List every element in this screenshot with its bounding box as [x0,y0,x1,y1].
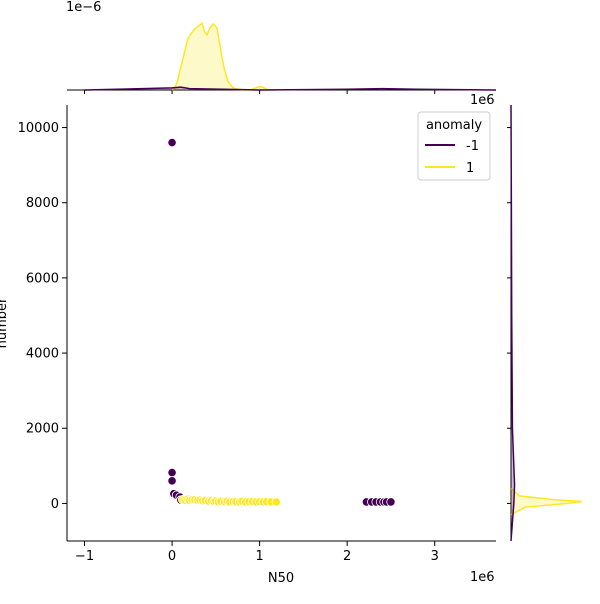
scatter-point [167,467,177,478]
x-tick-label: 3 [431,549,439,564]
right-kde-line [510,104,516,542]
right-kde-line [510,487,583,516]
x-tick-label: 2 [343,549,351,564]
y-axis-label: number [0,297,10,348]
legend-label-1: 1 [466,161,474,176]
x-axis-label: N50 [268,571,294,586]
top-marginal-unit-text: 1e−6 [66,0,101,15]
top-marginal-kde: 1e−6 [66,0,497,91]
y-tick-label: 10000 [18,121,59,136]
scatter-point [386,497,396,507]
series-neg1 [167,137,396,507]
legend-label-neg1: -1 [466,139,479,154]
legend-title: anomaly [426,118,482,133]
right-marginal-unit-text: 1e6 [470,93,495,108]
right-marginal-kde: 1e6 [470,93,583,542]
series-1 [177,494,281,507]
scatter-panel: −1 0 1 2 3 0 2000 4000 6000 8000 10000 N50 number… [0,90,511,586]
right-kde-fill [511,488,582,515]
x-tick-label: 0 [168,549,176,564]
top-kde-fill [172,23,278,90]
scatter-point [167,137,177,148]
y-tick-label: 6000 [26,271,59,286]
scatter-point [271,497,281,507]
y-tick-label: 0 [51,497,59,512]
x-unit-text: 1e6 [470,570,495,585]
legend: anomaly -1 1 [417,111,491,181]
y-tick-label: 4000 [26,347,59,362]
scatter-point [167,476,177,486]
y-tick-label: 8000 [26,196,59,211]
x-tick-label: −1 [75,549,94,564]
x-tick-label: 1 [255,549,263,564]
y-tick-label: 2000 [26,422,59,437]
